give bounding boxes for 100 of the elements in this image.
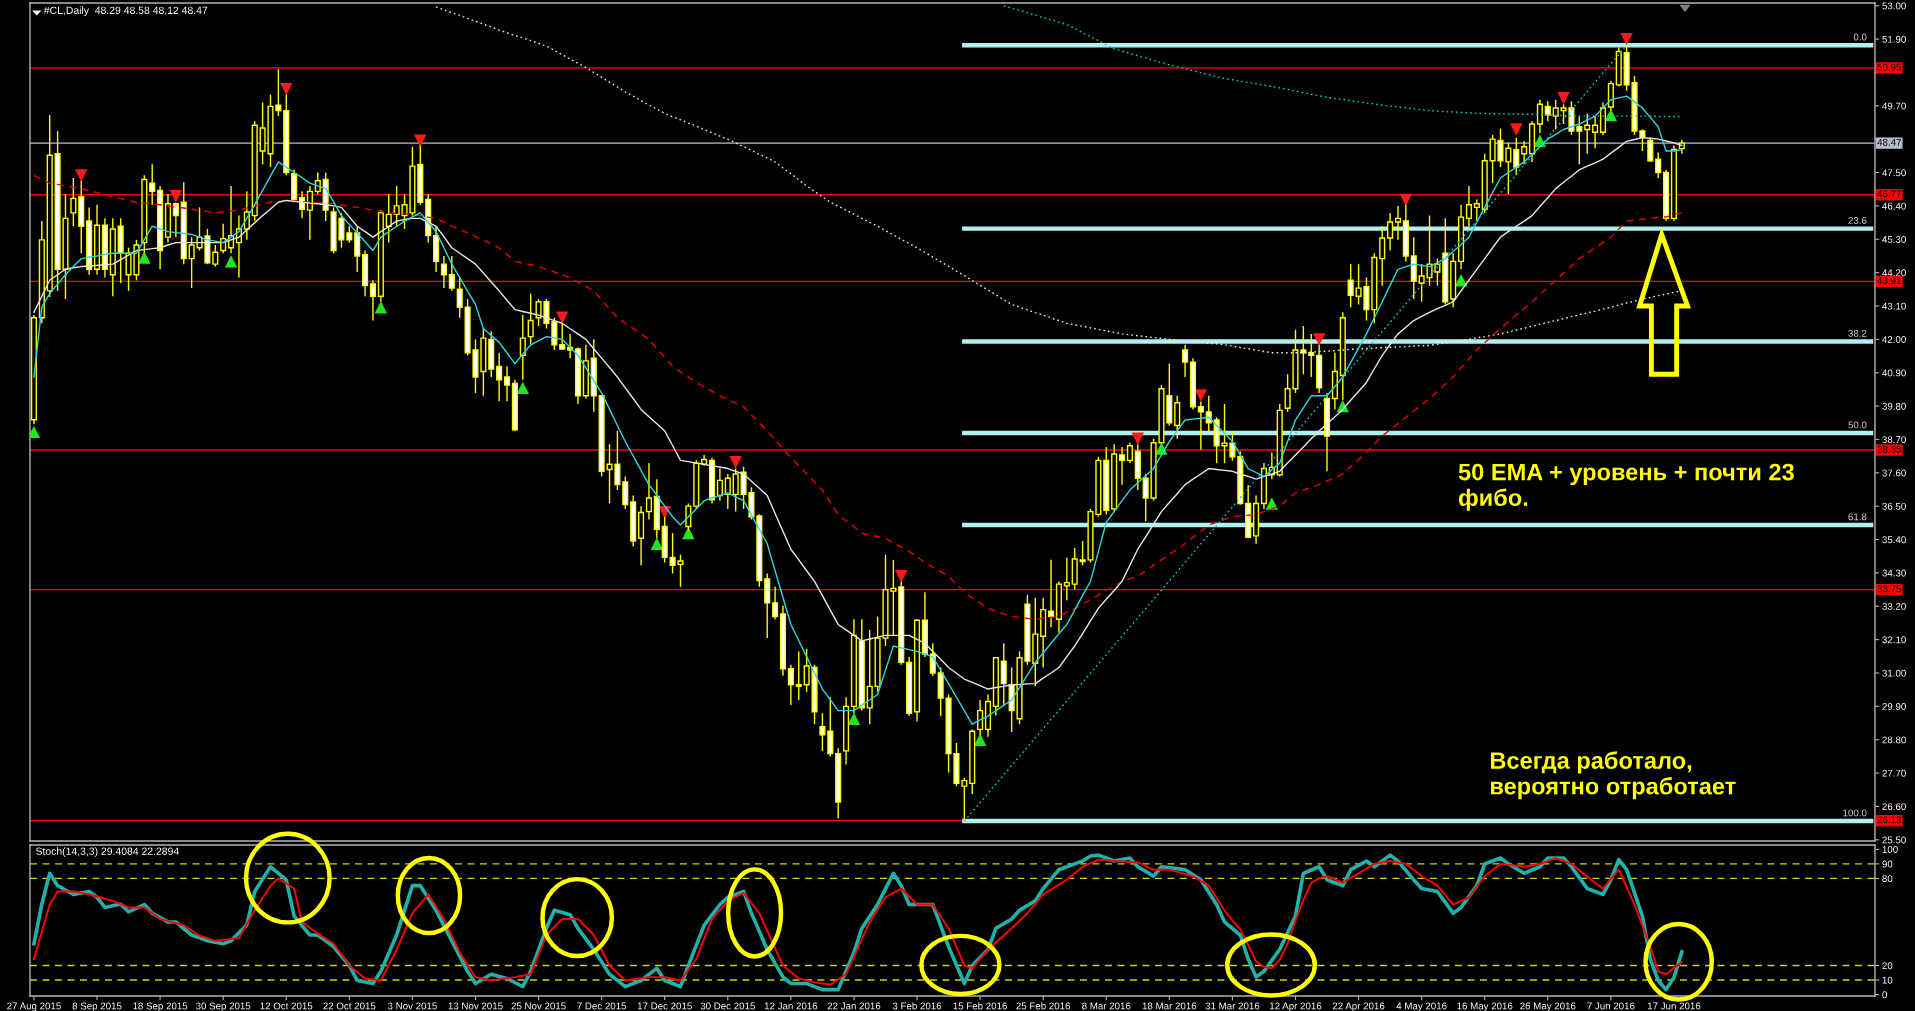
candlestick <box>1182 344 1189 378</box>
y-tick-label: 33.20 <box>1882 602 1906 610</box>
y-tick-label: 37.60 <box>1882 469 1906 477</box>
ref-line-label: 38.35 <box>1877 445 1901 453</box>
x-tick-label: 3 Nov 2015 <box>387 1002 437 1010</box>
ref-line-label: 50.95 <box>1877 63 1901 71</box>
candlestick <box>1521 140 1528 166</box>
candlestick <box>866 629 873 725</box>
candlestick <box>456 276 463 319</box>
x-tick-label: 15 Feb 2016 <box>953 1002 1007 1010</box>
candlestick <box>1063 556 1070 601</box>
candlestick <box>1536 99 1543 134</box>
candlestick <box>519 314 526 381</box>
y-tick-label: 44.20 <box>1882 269 1906 277</box>
candlestick <box>827 696 834 758</box>
x-tick-label: 27 Aug 2015 <box>7 1002 61 1011</box>
series-label: 61.8 <box>1848 513 1867 521</box>
y-tick-label: 28.80 <box>1882 736 1906 744</box>
annotation: Всегда работало, вероятно отработает <box>1490 751 1736 800</box>
candlestick <box>527 292 534 346</box>
candlestick <box>1655 151 1662 179</box>
candlestick <box>787 664 794 706</box>
x-tick-label: 30 Sep 2015 <box>195 1002 251 1011</box>
x-tick-label: 16 May 2016 <box>1457 1002 1513 1011</box>
y-tick-label: 34.30 <box>1882 569 1906 577</box>
candlestick <box>1379 225 1386 287</box>
candlestick <box>1513 136 1520 176</box>
x-tick-label: 12 Oct 2015 <box>260 1002 313 1010</box>
candlestick <box>212 244 219 268</box>
point <box>556 311 569 325</box>
chart-title: Stoch(14,3,3) 29.4084 22.2894 <box>36 847 179 857</box>
chart-title: #CL,Daily 48.29 48.58 48.12 48.47 <box>43 6 208 17</box>
candlestick <box>1000 642 1007 706</box>
y-tick-label: 38.70 <box>1882 436 1906 444</box>
candlestick <box>496 352 503 402</box>
x-tick-label: 18 Mar 2016 <box>1142 1002 1197 1010</box>
x-tick-label: 18 Sep 2015 <box>133 1002 188 1011</box>
point <box>729 455 742 469</box>
candlestick <box>369 279 377 322</box>
candlestick <box>1592 115 1599 149</box>
candlestick <box>440 255 448 289</box>
candlestick <box>70 177 77 227</box>
candlestick <box>716 467 723 502</box>
candlestick <box>1647 136 1654 163</box>
candlestick <box>795 650 802 701</box>
point <box>414 134 427 147</box>
y-tick-label: 51.90 <box>1882 35 1906 43</box>
x-tick-label: 31 Mar 2016 <box>1205 1002 1260 1010</box>
x-tick-label: 22 Jan 2016 <box>827 1002 881 1010</box>
point <box>138 251 151 264</box>
y-tick-label: 26.60 <box>1882 803 1906 811</box>
candlestick <box>645 462 653 521</box>
y-tick-label: 36.50 <box>1882 502 1906 510</box>
y-tick-label: 80 <box>1882 875 1893 883</box>
point <box>682 526 695 540</box>
candlestick <box>685 502 692 532</box>
ref-line-label: 33.75 <box>1877 585 1901 593</box>
y-tick-label: 40.90 <box>1882 369 1906 377</box>
point <box>1510 123 1523 136</box>
x-tick-label: 25 Feb 2016 <box>1016 1002 1071 1010</box>
point <box>1194 389 1208 402</box>
point <box>973 733 987 746</box>
y-tick-label: 32.10 <box>1882 636 1906 644</box>
ref-line-label: 43.91 <box>1877 277 1901 285</box>
y-tick-label: 46.40 <box>1882 202 1906 210</box>
candlestick <box>1197 400 1204 451</box>
candlestick <box>354 225 361 273</box>
x-tick-label: 17 Jun 2016 <box>1647 1002 1701 1010</box>
x-tick-label: 30 Dec 2015 <box>700 1002 755 1010</box>
x-tick-label: 25 Nov 2015 <box>511 1002 566 1010</box>
x-tick-label: 8 Sep 2015 <box>72 1002 122 1011</box>
candlestick <box>772 586 779 620</box>
point <box>1131 432 1144 446</box>
point <box>516 381 529 395</box>
candlestick <box>149 163 156 206</box>
candlestick <box>1544 100 1551 122</box>
candlestick <box>559 322 566 351</box>
x-tick-label: 22 Apr 2016 <box>1332 1002 1385 1011</box>
ref-line-label: 26.13 <box>1877 816 1901 824</box>
series-label: 23.6 <box>1848 217 1867 224</box>
series-label: 0.0 <box>1853 33 1867 41</box>
x-tick-label: 13 Nov 2015 <box>448 1002 503 1010</box>
series-label: 100.0 <box>1843 809 1867 817</box>
point <box>224 255 238 268</box>
annotation: 50 EMA + уровень + почти 23 фибо. <box>1458 463 1794 511</box>
x-tick-label: 17 Dec 2015 <box>637 1002 692 1010</box>
series-label: 50.0 <box>1848 421 1867 429</box>
y-tick-label: 90 <box>1882 860 1893 868</box>
candlestick <box>1465 185 1473 227</box>
candlestick <box>1118 446 1126 486</box>
point <box>374 300 388 314</box>
y-tick-label: 39.80 <box>1882 402 1906 410</box>
y-tick-label: 0 <box>1882 991 1887 999</box>
x-tick-label: 4 May 2016 <box>1396 1002 1447 1011</box>
candlestick <box>622 475 629 510</box>
point <box>1312 333 1326 346</box>
point <box>1265 497 1279 510</box>
y-tick-label: 53.00 <box>1882 2 1906 10</box>
x-tick-label: 7 Dec 2015 <box>577 1002 627 1010</box>
point <box>650 537 664 550</box>
